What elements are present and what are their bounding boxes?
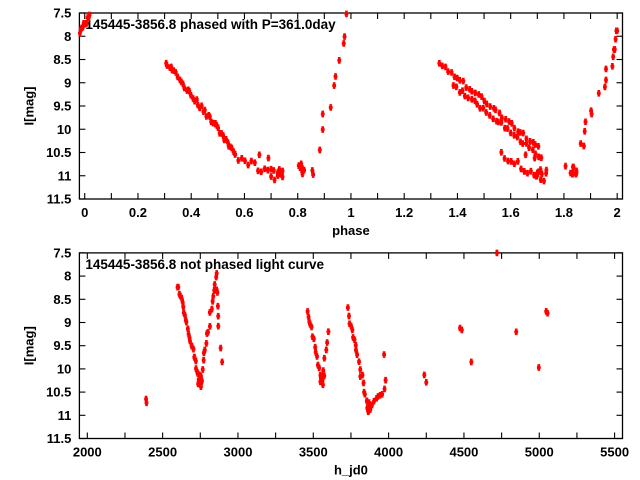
svg-text:phase: phase (332, 223, 370, 238)
svg-text:8.5: 8.5 (53, 52, 71, 67)
svg-text:7.5: 7.5 (53, 245, 71, 260)
svg-text:9: 9 (64, 315, 71, 330)
svg-text:8: 8 (64, 269, 71, 284)
svg-text:4500: 4500 (449, 445, 478, 460)
svg-text:0: 0 (81, 205, 88, 220)
svg-text:1.8: 1.8 (555, 205, 573, 220)
svg-text:145445-3856.8 phased with P=36: 145445-3856.8 phased with P=361.0day (85, 17, 336, 32)
svg-text:11.5: 11.5 (47, 431, 72, 446)
svg-text:11: 11 (58, 168, 72, 183)
svg-text:10: 10 (57, 122, 71, 137)
svg-text:11.5: 11.5 (47, 192, 72, 207)
svg-text:0.6: 0.6 (235, 205, 253, 220)
svg-text:10.5: 10.5 (46, 145, 71, 160)
svg-text:10.5: 10.5 (46, 385, 71, 400)
svg-text:1.4: 1.4 (448, 205, 467, 220)
svg-text:5000: 5000 (525, 445, 554, 460)
svg-text:1: 1 (347, 205, 354, 220)
svg-text:1.2: 1.2 (395, 205, 413, 220)
svg-text:9.5: 9.5 (53, 338, 71, 353)
svg-text:7.5: 7.5 (53, 6, 71, 21)
svg-text:0.4: 0.4 (182, 205, 201, 220)
svg-text:h_jd0: h_jd0 (334, 463, 368, 478)
svg-text:0.2: 0.2 (129, 205, 147, 220)
svg-text:8.5: 8.5 (53, 292, 71, 307)
svg-text:4000: 4000 (374, 445, 403, 460)
svg-text:0.8: 0.8 (289, 205, 307, 220)
svg-text:2000: 2000 (73, 445, 102, 460)
svg-text:I[mag]: I[mag] (21, 87, 36, 126)
svg-text:2500: 2500 (148, 445, 177, 460)
svg-text:11: 11 (58, 408, 72, 423)
svg-text:8: 8 (64, 29, 71, 44)
svg-text:145445-3856.8 not phased light: 145445-3856.8 not phased light curve (85, 257, 324, 272)
svg-text:1.6: 1.6 (502, 205, 520, 220)
svg-text:10: 10 (57, 361, 71, 376)
svg-text:5500: 5500 (600, 445, 629, 460)
svg-text:3500: 3500 (299, 445, 328, 460)
svg-text:2: 2 (614, 205, 621, 220)
svg-text:3000: 3000 (224, 445, 253, 460)
svg-text:9.5: 9.5 (53, 99, 71, 114)
svg-text:9: 9 (64, 75, 71, 90)
svg-text:I[mag]: I[mag] (21, 326, 36, 365)
